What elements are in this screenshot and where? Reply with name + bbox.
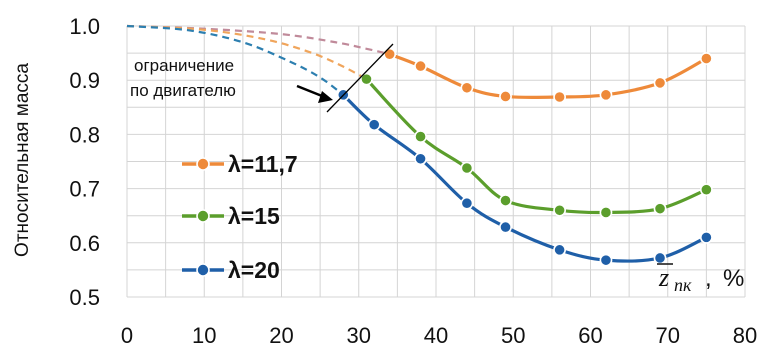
- legend-marker-1: [196, 157, 210, 171]
- x-tick-label: 20: [269, 323, 293, 348]
- series-3-point: [699, 230, 713, 244]
- series-3-point: [599, 253, 613, 267]
- series-2-point: [599, 206, 613, 219]
- x-axis-label-main: z: [658, 263, 669, 292]
- series-3-point: [460, 196, 474, 210]
- series-2-point: [653, 202, 667, 216]
- series-1-point: [653, 76, 667, 90]
- x-tick-label: 80: [733, 323, 757, 348]
- legend-marker-2: [196, 209, 210, 223]
- series-2-point: [414, 130, 427, 143]
- x-tick-label: 60: [578, 323, 602, 348]
- series-3-point: [367, 118, 381, 132]
- dashed-extension-2: [126, 24, 367, 81]
- annotation-line2: по двигателю: [130, 81, 236, 100]
- series-3-point: [553, 243, 566, 257]
- y-tick-label: 0.9: [69, 68, 100, 93]
- x-axis-label-comma: ,: [705, 265, 712, 292]
- series-1-point: [383, 47, 397, 61]
- y-axis-label: Относительная масса: [12, 63, 33, 257]
- x-axis-label-unit: %: [723, 265, 744, 292]
- series-line-1: [389, 52, 708, 100]
- markers: [336, 47, 713, 267]
- legend: λ=11,7 λ=15 λ=20: [182, 151, 298, 283]
- series-2-point: [460, 161, 474, 175]
- legend-label-2: λ=15: [228, 203, 280, 229]
- annotation-arrowhead: [318, 91, 333, 103]
- y-tick-label: 0.8: [69, 122, 100, 147]
- series-1-point: [460, 81, 474, 95]
- annotation-line1: ограничение: [134, 56, 234, 75]
- y-tick-labels: 0.5 0.6 0.7 0.8 0.9 1.0: [69, 14, 100, 310]
- series-1-point: [414, 59, 427, 73]
- legend-label-1: λ=11,7: [228, 151, 298, 177]
- y-tick-label: 0.7: [69, 177, 100, 202]
- series-3-point: [414, 152, 427, 166]
- x-tick-label: 50: [501, 323, 525, 348]
- constraint-tick: [326, 43, 394, 113]
- series-2-point: [360, 72, 373, 86]
- series-1-point: [699, 52, 713, 65]
- x-axis-label: z пк , %: [657, 263, 744, 295]
- x-tick-label: 70: [656, 323, 680, 348]
- y-tick-label: 1.0: [69, 14, 100, 39]
- x-tick-label: 40: [424, 323, 448, 348]
- series-2-point: [499, 194, 512, 207]
- y-tick-label: 0.6: [69, 231, 100, 256]
- x-tick-label: 0: [121, 323, 133, 348]
- x-tick-label: 30: [347, 323, 371, 348]
- series-line-2: [365, 78, 708, 215]
- grid: [126, 25, 746, 298]
- x-tick-labels: 0 10 20 30 40 50 60 70 80: [121, 323, 757, 348]
- legend-marker-3: [196, 263, 210, 277]
- series-1-point: [499, 90, 512, 103]
- series-2-point: [699, 183, 713, 197]
- series-3-point: [499, 220, 512, 234]
- legend-label-3: λ=20: [228, 257, 280, 283]
- series-2-point: [553, 203, 566, 217]
- y-tick-label: 0.5: [69, 285, 100, 310]
- series-1-point: [599, 88, 613, 102]
- x-axis-label-sub: пк: [674, 275, 692, 295]
- series-1-point: [553, 90, 566, 104]
- annotation: ограничение по двигателю: [130, 43, 394, 113]
- dashed-extension-3: [126, 24, 344, 96]
- x-tick-label: 10: [192, 323, 216, 348]
- series-3-point: [653, 251, 667, 265]
- dashed-extension-1: [126, 24, 390, 56]
